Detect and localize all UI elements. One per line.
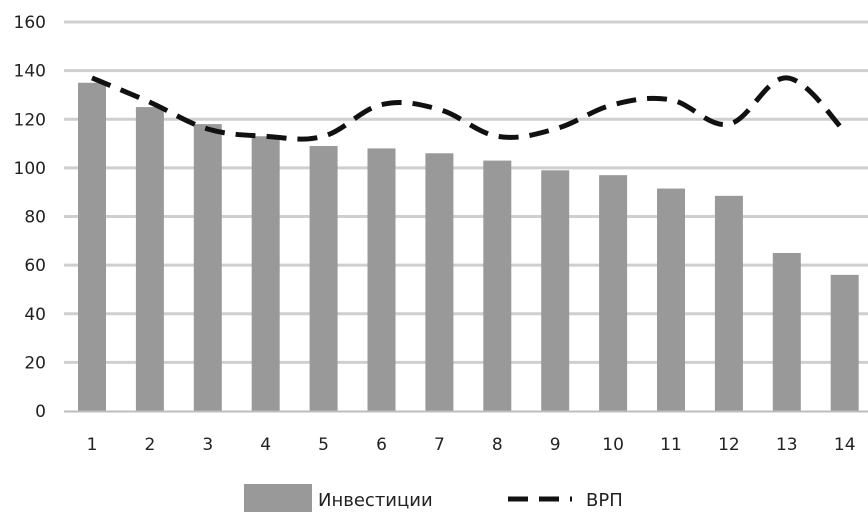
bar-1 (78, 82, 106, 411)
y-tick-label: 140 (14, 62, 46, 82)
bar-7 (425, 153, 454, 411)
legend-label-investments: Инвестиции (318, 490, 433, 511)
y-tick-label: 120 (14, 110, 46, 130)
line-series-vrp (91, 75, 847, 142)
x-tick-label: 12 (718, 435, 740, 455)
bar-series-investments (78, 82, 859, 412)
bar-9 (541, 170, 570, 411)
bar-11 (657, 188, 685, 411)
gridlines (64, 20, 868, 364)
legend-swatch-investments (244, 484, 312, 512)
legend-label-vrp: ВРП (586, 490, 623, 511)
bar-14 (830, 274, 859, 411)
x-axis-tick-labels: 1 2 3 4 5 6 7 8 9 10 11 12 13 14 (87, 435, 856, 455)
legend: Инвестиции ВРП (244, 484, 623, 512)
x-tick-label: 5 (318, 435, 329, 455)
bar-8 (483, 160, 512, 411)
x-tick-label: 10 (602, 435, 624, 455)
x-tick-label: 14 (834, 435, 856, 455)
x-tick-label: 7 (434, 435, 445, 455)
y-tick-label: 100 (14, 159, 46, 179)
y-tick-label: 0 (35, 402, 46, 422)
x-tick-label: 9 (550, 435, 561, 455)
x-tick-label: 11 (660, 435, 682, 455)
x-tick-label: 6 (376, 435, 387, 455)
y-tick-label: 80 (24, 208, 46, 228)
bar-10 (599, 175, 628, 411)
bar-4 (251, 136, 280, 412)
bar-2 (135, 107, 164, 411)
x-tick-label: 13 (776, 435, 798, 455)
bar-6 (367, 148, 396, 412)
y-tick-label: 160 (14, 13, 46, 33)
bar-3 (193, 124, 222, 412)
x-tick-label: 8 (492, 435, 503, 455)
y-axis-tick-labels: 0 20 40 60 80 100 120 140 160 (14, 13, 46, 422)
y-tick-label: 40 (24, 305, 46, 325)
x-tick-label: 4 (260, 435, 271, 455)
bar-12 (714, 195, 743, 411)
bar-13 (772, 252, 801, 411)
bar-5 (309, 145, 338, 411)
x-tick-label: 1 (87, 435, 98, 455)
x-tick-label: 3 (202, 435, 213, 455)
y-tick-label: 20 (24, 353, 46, 373)
x-tick-label: 2 (144, 435, 155, 455)
y-tick-label: 60 (24, 256, 46, 276)
